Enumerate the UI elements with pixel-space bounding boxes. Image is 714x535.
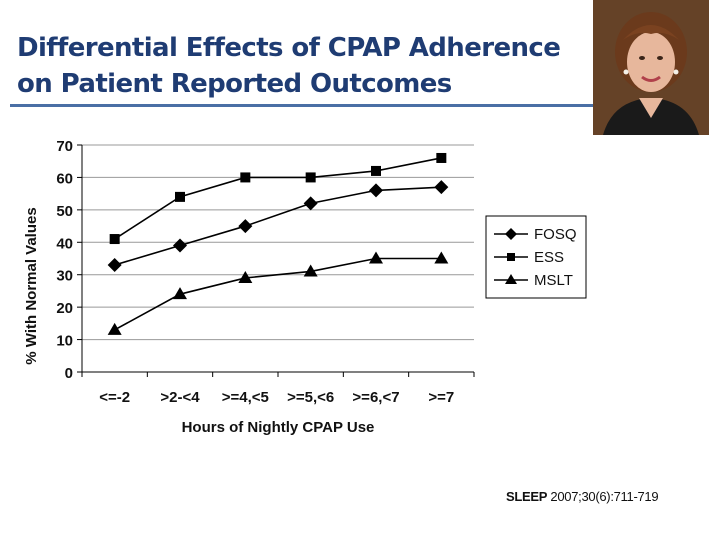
fosq-point	[173, 238, 187, 253]
legend: FOSQ ESS MSLT	[485, 215, 587, 299]
y-tick-label: 0	[65, 365, 73, 382]
fosq-point	[238, 219, 253, 234]
x-tick-label: >=7	[428, 389, 454, 406]
fosq-point	[369, 183, 383, 198]
gridlines	[82, 144, 474, 341]
citation: SLEEP 2007;30(6):711-719	[506, 489, 659, 504]
x-tick-label: >=6,<7	[352, 389, 399, 406]
x-tick-label: >=5,<6	[287, 389, 334, 406]
mslt-point	[369, 251, 383, 264]
title-divider	[10, 104, 594, 107]
y-tick-label: 30	[56, 268, 73, 285]
mslt-point	[434, 251, 449, 264]
portrait-photo	[593, 0, 709, 135]
y-tick-label: 50	[56, 203, 73, 220]
legend-marker-ess	[507, 253, 515, 261]
ess-point	[305, 172, 316, 183]
y-tick-label: 70	[56, 138, 73, 155]
y-axis-label: % With Normal Values	[23, 207, 40, 364]
ess-point	[436, 152, 447, 163]
x-tick-label: >2-<4	[160, 389, 200, 406]
ess-point	[371, 165, 381, 176]
y-tick-label: 10	[56, 333, 73, 350]
legend-label-mslt: MSLT	[534, 272, 573, 289]
x-axis-label: Hours of Nightly CPAP Use	[182, 419, 375, 436]
fosq-point	[434, 180, 449, 195]
series-lines	[107, 152, 449, 335]
y-tick-label: 40	[56, 235, 73, 252]
citation-journal: SLEEP	[506, 489, 548, 504]
ess-point	[109, 234, 120, 245]
line-chart: 0 10 20 30 40 50 60 70 <=-2 >2-<4 >=4,<5 >=5,<6 >=6,…	[23, 138, 587, 436]
fosq-point	[303, 196, 318, 211]
legend-label-ess: ESS	[534, 249, 564, 266]
legend-label-fosq: FOSQ	[534, 226, 577, 243]
legend-marker-fosq	[505, 228, 517, 240]
ess-line	[114, 157, 442, 240]
x-tick-label: <=-2	[99, 389, 130, 406]
ess-point	[175, 191, 185, 202]
mslt-point	[238, 270, 253, 283]
legend-marker-mslt	[505, 274, 517, 284]
ess-point	[240, 172, 251, 183]
y-tick-label: 60	[56, 170, 73, 187]
x-tick-label: >=4,<5	[222, 389, 269, 406]
mslt-line	[114, 257, 442, 331]
y-tick-label: 20	[56, 300, 73, 317]
slide-title: Differential Effects of CPAP Adherence o…	[17, 33, 561, 99]
mslt-point	[303, 264, 318, 277]
citation-reference: 2007;30(6):711-719	[547, 489, 659, 504]
fosq-line	[114, 186, 442, 266]
mslt-point	[173, 287, 187, 300]
fosq-point	[107, 257, 122, 272]
mslt-point	[107, 322, 122, 335]
axes: 0 10 20 30 40 50 60 70 <=-2 >2-<4 >=4,<5 >=5,<6 >=6,…	[56, 138, 475, 406]
